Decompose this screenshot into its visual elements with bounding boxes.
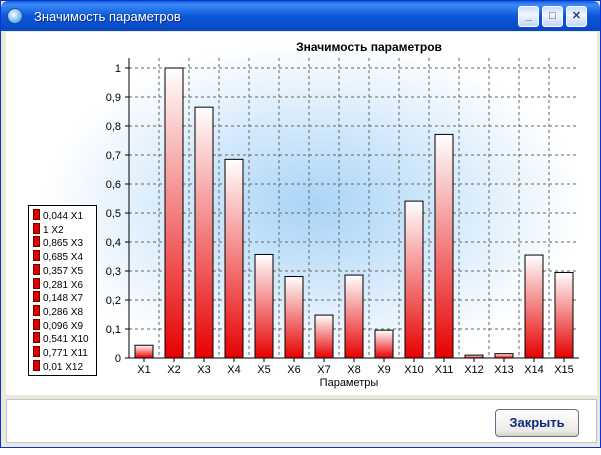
legend-label: 1 X2: [43, 224, 64, 236]
tick-label-y: 0,4: [106, 237, 121, 249]
chart-legend: 0,044 X1 1 X2 0,865 X3 0,685 X4 0,357 X5 0,28…: [28, 205, 97, 376]
tick-label-y: 0,2: [106, 295, 121, 307]
tick-label-x: X4: [227, 364, 240, 376]
legend-swatch: [33, 263, 40, 275]
legend-swatch: [33, 332, 40, 344]
tick-label-y: 0: [115, 353, 121, 365]
legend-label: 0,357 X5: [43, 265, 84, 277]
tick-label-y: 1: [115, 63, 121, 75]
tick-label-x: X15: [554, 364, 574, 376]
legend-label: 0,044 X1: [43, 211, 84, 222]
legend-item: 0,865 X3: [33, 236, 83, 250]
tick-label-x: X1: [137, 364, 150, 376]
chart-panel: [6, 32, 597, 395]
legend-item: 0,096 X9: [33, 318, 84, 333]
tick-label-y: 0,1: [106, 324, 121, 336]
legend-item: 0,01 X12: [33, 359, 84, 374]
legend-swatch: [33, 346, 40, 357]
bar-x10: [404, 200, 424, 359]
minimize-button[interactable]: _: [518, 6, 539, 27]
legend-label: 0,771 X11: [43, 348, 88, 359]
legend-swatch: [33, 291, 40, 303]
bar-x2: [164, 67, 184, 359]
app-icon: [7, 8, 23, 24]
tick-label-x: X10: [404, 364, 424, 376]
legend-label: 0,541 X10: [43, 334, 89, 346]
tick-label-x: X5: [257, 364, 270, 376]
bar-x4: [224, 158, 244, 359]
legend-label: 0,096 X9: [43, 320, 84, 332]
close-window-button[interactable]: ✕: [566, 6, 587, 27]
tick-label-y: 0,7: [106, 150, 121, 162]
legend-item: 0,771 X11: [33, 346, 88, 360]
legend-swatch: [33, 318, 40, 330]
legend-swatch: [33, 222, 40, 234]
tick-label-y: 0,5: [106, 208, 121, 220]
bar-x15: [554, 271, 574, 359]
bar-x3: [194, 106, 214, 359]
tick-label-x: X13: [494, 364, 514, 376]
legend-swatch: [33, 304, 40, 316]
tick-label-x: X14: [524, 364, 544, 376]
bar-x9: [374, 329, 394, 359]
legend-label: 0,148 X7: [43, 293, 84, 305]
legend-item: 1 X2: [33, 222, 64, 237]
bar-x13: [494, 353, 514, 359]
bar-x6: [284, 276, 304, 359]
maximize-button[interactable]: □: [542, 6, 563, 27]
bar-x14: [524, 254, 544, 359]
legend-item: 0,357 X5: [33, 263, 84, 278]
tick-label-x: X9: [377, 364, 390, 376]
tick-label-y: 0,3: [106, 266, 121, 278]
tick-label-x: X12: [464, 364, 484, 376]
legend-swatch: [33, 359, 40, 371]
bar-x8: [344, 274, 364, 359]
legend-item: 0,281 X6: [33, 277, 84, 292]
tick-label-x: X2: [167, 364, 180, 376]
legend-label: 0,865 X3: [43, 238, 84, 250]
legend-label: 0,286 X8: [43, 306, 84, 318]
x-axis-label: Параметры: [320, 377, 379, 389]
tick-label-x: X11: [435, 364, 454, 376]
legend-item: 0,685 X4: [33, 250, 83, 264]
tick-label-y: 0,9: [106, 92, 121, 104]
tick-label-y: 0,8: [106, 121, 121, 133]
bar-x1: [134, 344, 154, 359]
legend-item: 0,541 X10: [33, 332, 89, 346]
bar-x11: [434, 133, 454, 359]
tick-label-y: 0,6: [106, 179, 121, 191]
legend-item: 0,286 X8: [33, 304, 84, 319]
legend-item: 0,044 X1: [33, 209, 83, 223]
legend-label: 0,281 X6: [43, 279, 84, 291]
legend-swatch: [33, 250, 40, 262]
legend-swatch: [33, 277, 40, 289]
tick-label-x: X3: [197, 364, 210, 376]
tick-label-x: X8: [347, 364, 360, 376]
legend-item: 0,148 X7: [33, 291, 83, 305]
legend-swatch: [33, 209, 40, 220]
tick-label-x: X7: [317, 364, 330, 376]
chart-title: Значимость параметров: [296, 40, 442, 54]
legend-swatch: [33, 236, 40, 248]
title-bar[interactable]: Значимость параметров _ □ ✕: [1, 1, 600, 31]
bar-x7: [314, 314, 334, 359]
tick-label-x: X6: [287, 364, 300, 376]
close-button[interactable]: Закрыть: [495, 409, 579, 437]
window-title: Значимость параметров: [34, 9, 181, 24]
bar-x5: [254, 253, 274, 359]
legend-label: 0,01 X12: [43, 361, 84, 373]
legend-label: 0,685 X4: [43, 252, 84, 264]
